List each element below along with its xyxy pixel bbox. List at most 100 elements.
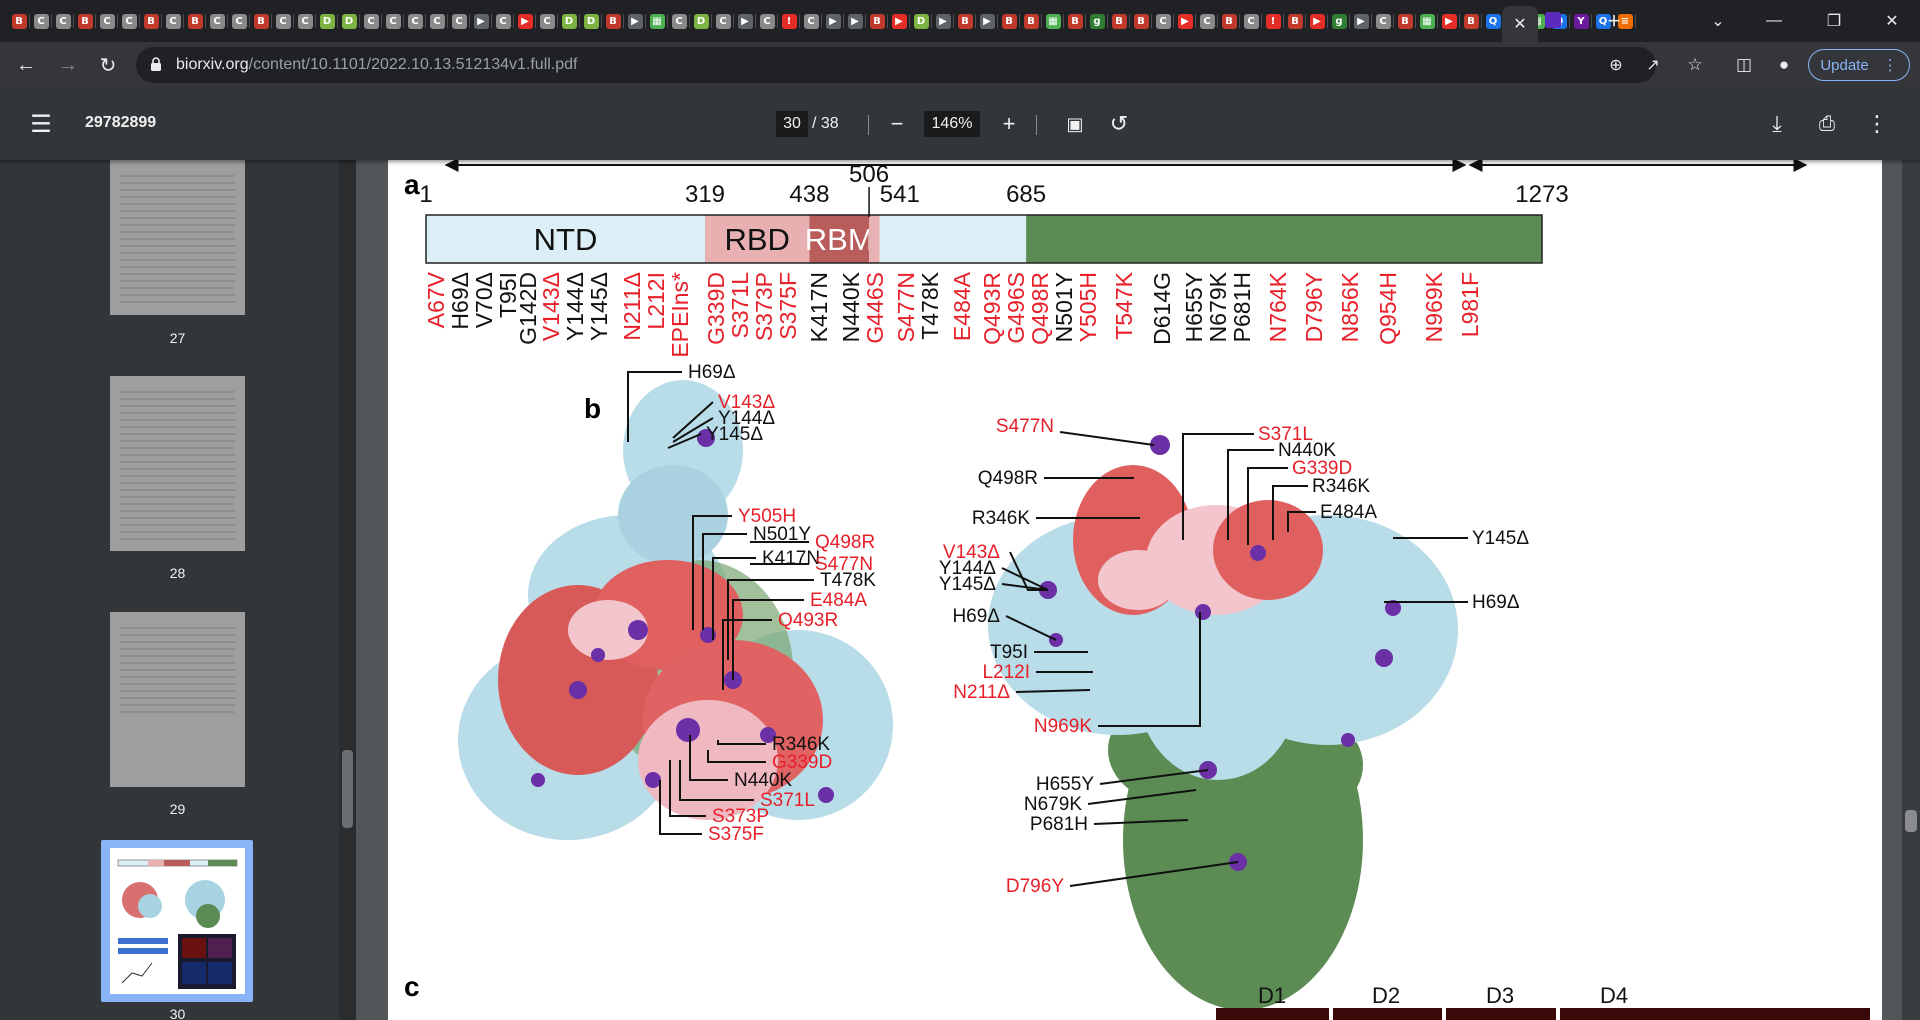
browser-tab[interactable]: B xyxy=(1284,6,1306,36)
browser-tab[interactable]: ▦ xyxy=(1416,6,1438,36)
download-icon[interactable]: ⤓ xyxy=(1772,111,1782,136)
zoom-in-icon[interactable]: + xyxy=(1002,111,1016,136)
browser-tab[interactable]: C xyxy=(1240,6,1262,36)
browser-tab[interactable]: C xyxy=(294,6,316,36)
browser-tab[interactable]: ! xyxy=(778,6,800,36)
browser-tab[interactable]: D xyxy=(910,6,932,36)
browser-tab[interactable]: g xyxy=(1086,6,1108,36)
browser-tab[interactable]: Q xyxy=(1482,6,1504,36)
browser-tab[interactable]: ▶ xyxy=(1350,6,1372,36)
thumbnail-page-30[interactable] xyxy=(110,848,245,994)
browser-tab[interactable]: B xyxy=(954,6,976,36)
browser-tab[interactable]: B xyxy=(74,6,96,36)
browser-tab[interactable]: B xyxy=(1130,6,1152,36)
side-panel-icon[interactable]: ◫ xyxy=(1735,55,1753,74)
browser-tab[interactable]: B xyxy=(1218,6,1240,36)
browser-tab[interactable]: B xyxy=(1064,6,1086,36)
browser-tab[interactable]: ▶ xyxy=(888,6,910,36)
active-tab[interactable]: ✕ xyxy=(1502,6,1538,42)
browser-tab[interactable]: B xyxy=(602,6,624,36)
sidebar-scrollbar[interactable] xyxy=(339,160,356,1020)
browser-tab[interactable]: ▶ xyxy=(470,6,492,36)
reload-icon[interactable]: ↻ xyxy=(99,54,117,77)
browser-tab[interactable]: D xyxy=(580,6,602,36)
browser-tab[interactable]: B xyxy=(250,6,272,36)
rotate-icon[interactable]: ↺ xyxy=(1109,111,1129,136)
more-options-icon[interactable]: ⋮ xyxy=(1866,111,1888,136)
browser-tab[interactable]: B xyxy=(1460,6,1482,36)
browser-tab[interactable]: ▶ xyxy=(822,6,844,36)
browser-tab[interactable]: C xyxy=(1372,6,1394,36)
browser-tab[interactable]: C xyxy=(492,6,514,36)
print-icon[interactable]: ⎙ xyxy=(1819,112,1835,135)
browser-tab[interactable]: B xyxy=(1020,6,1042,36)
browser-tab[interactable]: Y xyxy=(1570,6,1592,36)
page-scrollbar-thumb[interactable] xyxy=(1905,810,1917,832)
browser-tab[interactable]: C xyxy=(800,6,822,36)
browser-tab[interactable]: C xyxy=(206,6,228,36)
browser-tab[interactable]: C xyxy=(536,6,558,36)
update-button[interactable]: Update ⋮ xyxy=(1808,49,1910,81)
browser-tab[interactable]: B xyxy=(8,6,30,36)
browser-tab[interactable]: C xyxy=(360,6,382,36)
tab-search-icon[interactable]: ⌄ xyxy=(1711,13,1725,30)
thumbnail-page-29[interactable] xyxy=(110,612,245,787)
profile-avatar-icon[interactable]: ● xyxy=(1778,55,1790,74)
page-scrollbar[interactable] xyxy=(1902,160,1920,1020)
address-bar[interactable]: biorxiv.org/content/10.1101/2022.10.13.5… xyxy=(136,47,1660,83)
browser-tab[interactable]: B xyxy=(140,6,162,36)
browser-tab[interactable]: ▶ xyxy=(844,6,866,36)
browser-tab[interactable]: C xyxy=(756,6,778,36)
sidebar-scrollbar-thumb[interactable] xyxy=(342,750,353,828)
close-tab-icon[interactable]: ✕ xyxy=(1513,16,1527,33)
browser-tab[interactable]: C xyxy=(52,6,74,36)
browser-tab[interactable]: C xyxy=(712,6,734,36)
close-window-button[interactable]: ✕ xyxy=(1885,13,1899,30)
forward-arrow-icon[interactable]: → xyxy=(58,53,78,76)
browser-tab[interactable]: Q xyxy=(1592,6,1614,36)
browser-tab[interactable]: C xyxy=(448,6,470,36)
browser-tab[interactable]: C xyxy=(426,6,448,36)
browser-tab[interactable]: ! xyxy=(1262,6,1284,36)
browser-tab[interactable]: ▶ xyxy=(976,6,998,36)
extension-tab-icon[interactable] xyxy=(1545,12,1561,28)
thumbnail-page-28[interactable] xyxy=(110,376,245,551)
share-icon[interactable]: ↗ xyxy=(1646,57,1660,74)
browser-tab[interactable]: B xyxy=(184,6,206,36)
url-text[interactable]: biorxiv.org/content/10.1101/2022.10.13.5… xyxy=(176,56,578,73)
browser-tab[interactable]: ▶ xyxy=(1174,6,1196,36)
browser-tab[interactable]: ▶ xyxy=(734,6,756,36)
back-arrow-icon[interactable]: ← xyxy=(16,53,36,76)
browser-tab[interactable]: C xyxy=(228,6,250,36)
browser-tab[interactable]: ▶ xyxy=(624,6,646,36)
browser-tab[interactable]: B xyxy=(1394,6,1416,36)
browser-tab[interactable]: ▶ xyxy=(514,6,536,36)
menu-icon[interactable]: ☰ xyxy=(30,110,52,138)
page-number-input[interactable]: 30 xyxy=(776,111,808,137)
fit-page-icon[interactable]: ▣ xyxy=(1066,113,1084,134)
browser-tab[interactable]: D xyxy=(690,6,712,36)
browser-tab[interactable]: ▶ xyxy=(1438,6,1460,36)
zoom-out-icon[interactable]: − xyxy=(890,111,904,136)
bookmark-star-icon[interactable]: ☆ xyxy=(1687,55,1703,74)
browser-tab[interactable]: C xyxy=(1152,6,1174,36)
browser-tab[interactable]: C xyxy=(1196,6,1218,36)
minimize-button[interactable]: — xyxy=(1766,12,1782,29)
browser-tab[interactable]: C xyxy=(96,6,118,36)
browser-tab[interactable]: ▦ xyxy=(646,6,668,36)
browser-tab[interactable]: B xyxy=(998,6,1020,36)
zoom-input[interactable]: 146% xyxy=(924,111,980,137)
browser-tab[interactable]: B xyxy=(866,6,888,36)
browser-tab[interactable]: C xyxy=(404,6,426,36)
browser-tab[interactable]: ▶ xyxy=(1306,6,1328,36)
browser-tab[interactable]: C xyxy=(668,6,690,36)
browser-tab[interactable]: C xyxy=(30,6,52,36)
browser-tab[interactable]: B xyxy=(1108,6,1130,36)
lock-icon[interactable] xyxy=(150,57,162,71)
browser-tab[interactable]: D xyxy=(316,6,338,36)
browser-tab[interactable]: ▦ xyxy=(1042,6,1064,36)
browser-tab[interactable]: D xyxy=(338,6,360,36)
browser-tab[interactable]: g xyxy=(1328,6,1350,36)
browser-tab[interactable]: C xyxy=(382,6,404,36)
browser-tab[interactable]: C xyxy=(272,6,294,36)
